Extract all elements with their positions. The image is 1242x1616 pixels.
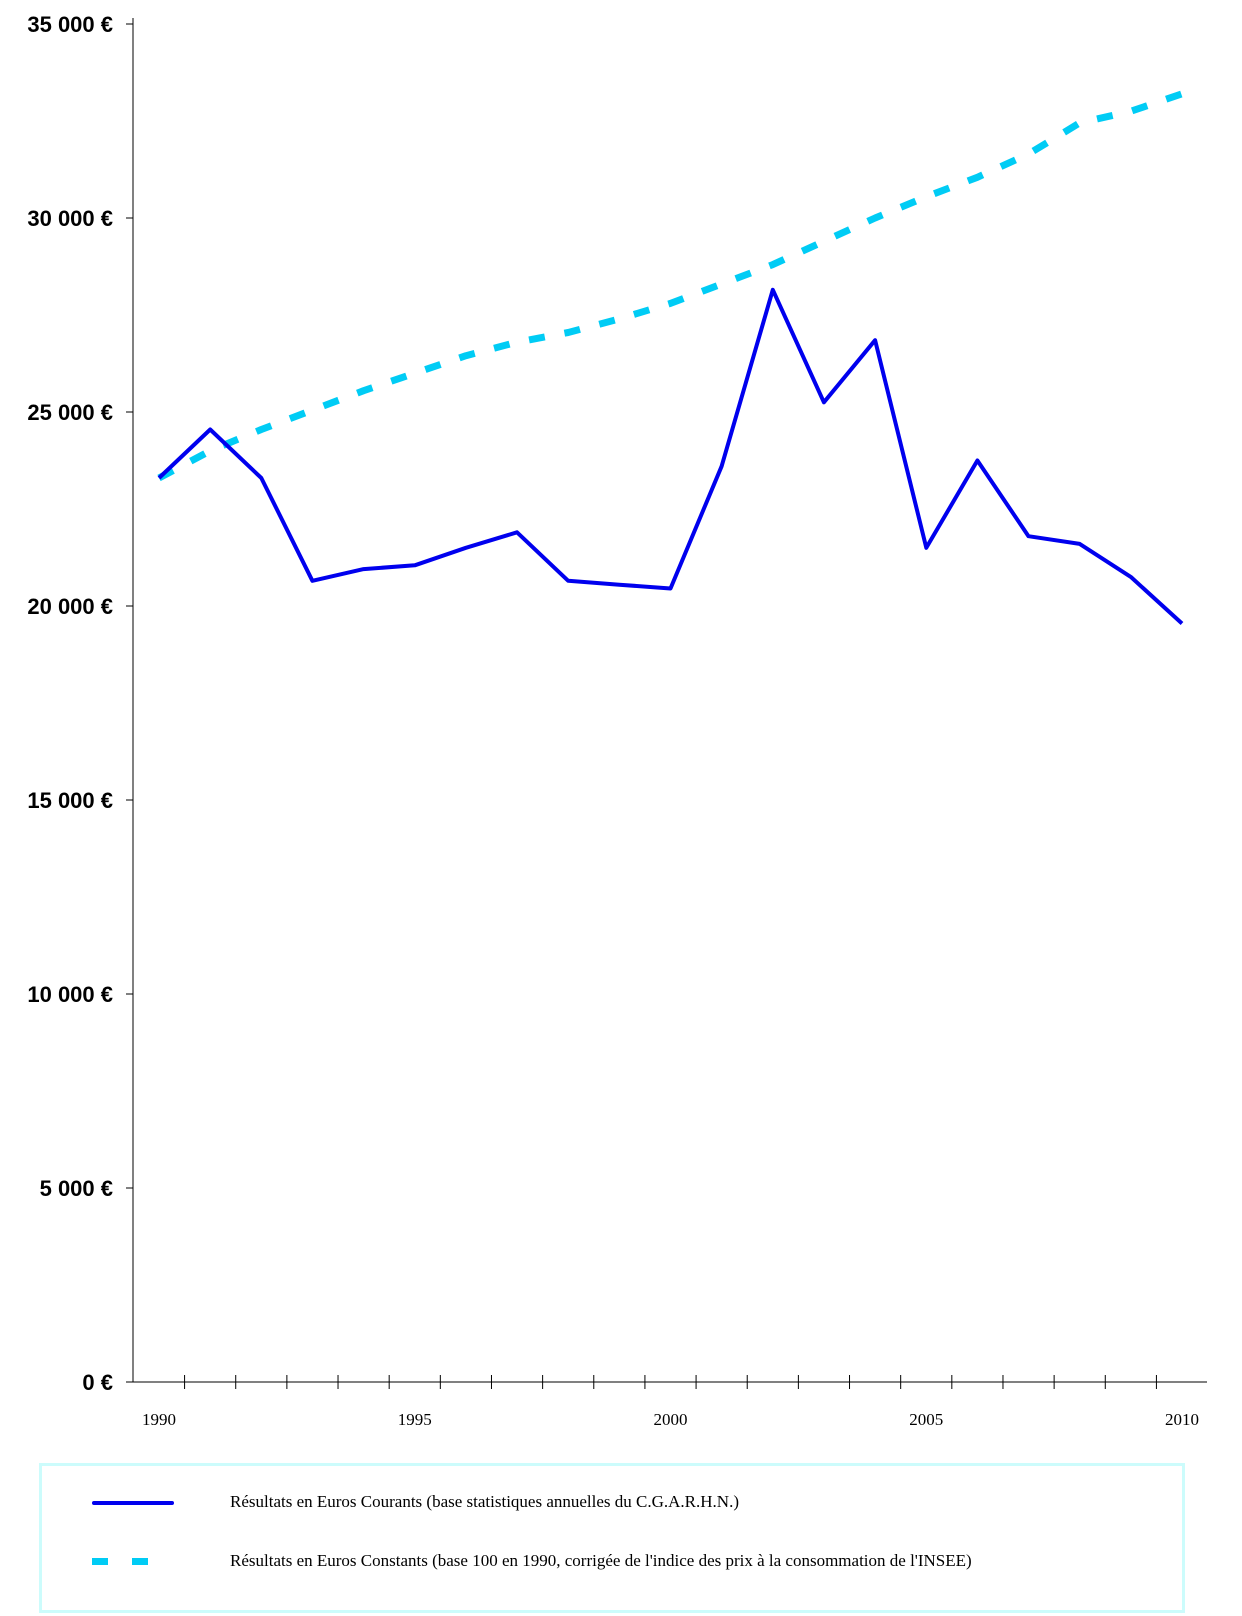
series-line-courants — [157, 287, 1184, 625]
y-tick-label: 25 000 € — [27, 400, 113, 425]
series-line-constants — [157, 90, 1184, 482]
y-tick-label: 10 000 € — [27, 982, 113, 1007]
legend-swatch-dashed — [92, 1558, 156, 1565]
series-layer — [157, 90, 1184, 625]
y-tick-label: 0 € — [82, 1370, 113, 1395]
x-axis-ticks: 1990 1995 2000 2005 2010 — [142, 1375, 1199, 1429]
x-tick-label: 1995 — [398, 1410, 432, 1429]
line-chart: 0 € 5 000 € 10 000 € 15 000 € 20 000 € 25 000… — [27, 12, 1207, 1429]
y-tick-label: 35 000 € — [27, 12, 113, 37]
legend-swatch-solid — [92, 1501, 174, 1505]
legend-item-constants: Résultats en Euros Constants (base 100 e… — [42, 1547, 1182, 1577]
x-tick-label: 1990 — [142, 1410, 176, 1429]
y-tick-label: 5 000 € — [40, 1176, 113, 1201]
chart-axes — [132, 18, 1207, 1383]
x-tick-label: 2000 — [654, 1410, 688, 1429]
legend-label-courants: Résultats en Euros Courants (base statis… — [230, 1492, 739, 1511]
x-tick-label: 2005 — [909, 1410, 943, 1429]
legend-label-constants: Résultats en Euros Constants (base 100 e… — [230, 1551, 972, 1570]
y-axis-ticks: 0 € 5 000 € 10 000 € 15 000 € 20 000 € 25 000… — [27, 12, 133, 1395]
chart-legend: Résultats en Euros Courants (base statis… — [39, 1463, 1185, 1613]
legend-item-courants: Résultats en Euros Courants (base statis… — [42, 1488, 1182, 1518]
y-tick-label: 30 000 € — [27, 206, 113, 231]
y-tick-label: 15 000 € — [27, 788, 113, 813]
y-tick-label: 20 000 € — [27, 594, 113, 619]
x-tick-label: 2010 — [1165, 1410, 1199, 1429]
